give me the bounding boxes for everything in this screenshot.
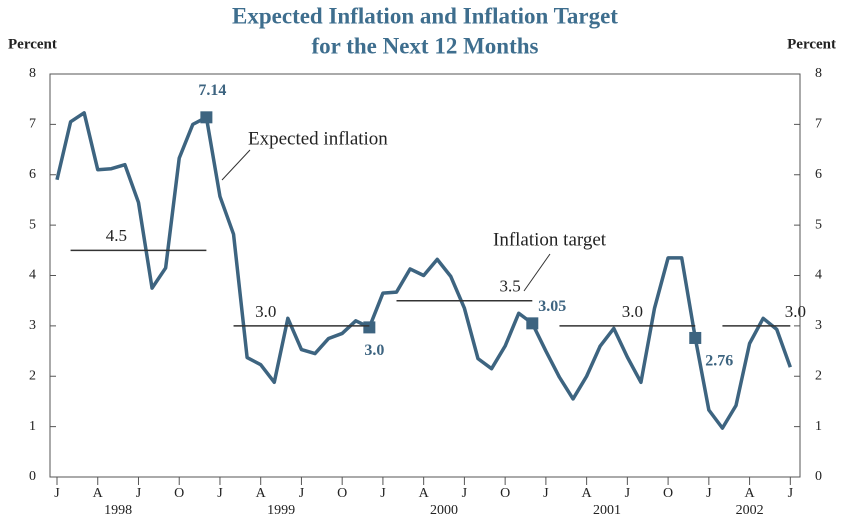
x-tick-label: J (380, 486, 386, 501)
year-label: 1999 (267, 503, 295, 518)
y-tick-label: 5 (29, 217, 36, 232)
x-tick-label: J (788, 486, 794, 501)
y2-tick-label: 5 (815, 217, 822, 232)
leader-line (523, 253, 551, 292)
y-axis-label: Percent (8, 36, 57, 52)
data-label: 3.5 (500, 277, 521, 296)
y2-tick-label: 4 (815, 268, 822, 283)
y-tick-label: 7 (29, 117, 36, 132)
annotation: Expected inflation (248, 128, 388, 149)
x-tick-label: A (256, 486, 267, 501)
x-tick-label: O (337, 486, 347, 501)
y-tick-label: 1 (29, 419, 36, 434)
leader-line (221, 149, 251, 181)
y2-tick-label: 8 (815, 66, 822, 81)
x-tick-label: O (174, 486, 184, 501)
x-tick-label: O (663, 486, 673, 501)
year-label: 2001 (593, 503, 621, 518)
data-label: 3.0 (622, 302, 643, 321)
marker (526, 317, 539, 330)
y2-tick-label: 7 (815, 117, 822, 132)
year-label: 2000 (430, 503, 458, 518)
x-tick-label: A (419, 486, 430, 501)
chart-title: Expected Inflation and Inflation Target (232, 3, 618, 28)
x-tick-label: J (706, 486, 712, 501)
y2-axis-label: Percent (787, 36, 836, 52)
x-tick-label: J (625, 486, 631, 501)
x-tick-label: J (217, 486, 223, 501)
data-label: 7.14 (198, 82, 226, 99)
x-tick-label: O (500, 486, 510, 501)
data-label: 2.76 (705, 353, 733, 370)
y-tick-label: 2 (29, 368, 36, 383)
marker (689, 331, 702, 344)
data-label: 3.0 (364, 342, 384, 359)
chart-title: for the Next 12 Months (312, 33, 539, 58)
expected-line (55, 111, 792, 430)
marker (363, 321, 376, 334)
y2-tick-label: 1 (815, 419, 822, 434)
target-line (70, 249, 791, 327)
y-tick-label: 4 (29, 268, 36, 283)
x-tick-label: A (93, 486, 104, 501)
x-tick-label: J (54, 486, 60, 501)
marker (200, 111, 213, 124)
y2-tick-label: 2 (815, 368, 822, 383)
data-label: 3.0 (785, 302, 806, 321)
annotation: Inflation target (493, 229, 607, 250)
y2-tick-label: 3 (815, 318, 822, 333)
x-tick-label: J (299, 486, 305, 501)
x-tick-label: A (582, 486, 593, 501)
y2-tick-label: 6 (815, 167, 822, 182)
data-label: 3.0 (255, 302, 276, 321)
data-label: 3.05 (538, 298, 566, 315)
x-tick-label: J (136, 486, 142, 501)
y2-tick-label: 0 (815, 469, 822, 484)
year-label: 1998 (104, 503, 132, 518)
x-tick-label: A (745, 486, 756, 501)
x-tick-label: J (462, 486, 468, 501)
x-tick-label: J (543, 486, 549, 501)
y-tick-label: 8 (29, 66, 36, 81)
y-tick-label: 0 (29, 469, 36, 484)
y-tick-label: 3 (29, 318, 36, 333)
year-label: 2002 (736, 503, 764, 518)
data-label: 4.5 (106, 226, 127, 245)
y-tick-label: 6 (29, 167, 36, 182)
